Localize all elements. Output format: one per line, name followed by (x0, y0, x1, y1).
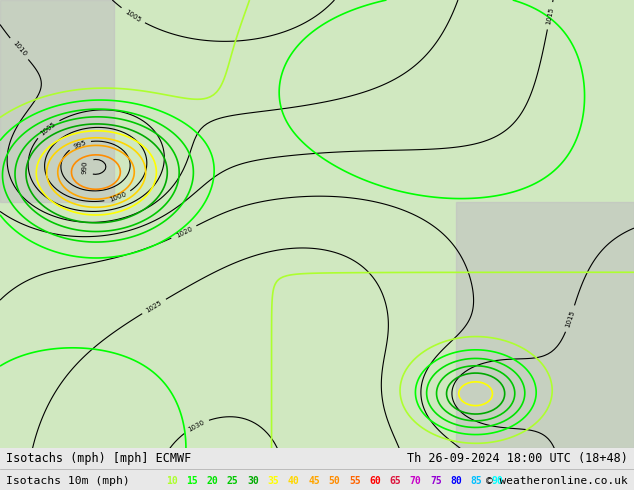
Text: 20: 20 (207, 476, 218, 486)
Text: 40: 40 (288, 476, 300, 486)
Text: 995: 995 (72, 139, 87, 149)
Text: 65: 65 (389, 476, 401, 486)
Polygon shape (0, 0, 114, 202)
Text: 45: 45 (308, 476, 320, 486)
Text: 1015: 1015 (545, 6, 555, 25)
Text: 80: 80 (451, 476, 462, 486)
Text: 55: 55 (349, 476, 361, 486)
Text: 85: 85 (471, 476, 482, 486)
Text: Isotachs 10m (mph): Isotachs 10m (mph) (6, 476, 130, 486)
Text: 15: 15 (186, 476, 198, 486)
Polygon shape (456, 202, 634, 448)
Text: 60: 60 (369, 476, 381, 486)
Text: Isotachs (mph) [mph] ECMWF: Isotachs (mph) [mph] ECMWF (6, 452, 191, 466)
Text: Th 26-09-2024 18:00 UTC (18+48): Th 26-09-2024 18:00 UTC (18+48) (407, 452, 628, 466)
Text: 50: 50 (328, 476, 340, 486)
Text: 1025: 1025 (145, 299, 163, 314)
Text: 70: 70 (410, 476, 422, 486)
Text: 1015: 1015 (565, 309, 576, 328)
Text: 90: 90 (491, 476, 503, 486)
Text: 30: 30 (247, 476, 259, 486)
Text: 1020: 1020 (174, 225, 193, 239)
Text: © weatheronline.co.uk: © weatheronline.co.uk (486, 476, 628, 486)
Text: 75: 75 (430, 476, 442, 486)
Text: 1005: 1005 (124, 8, 142, 23)
Text: 35: 35 (268, 476, 280, 486)
Text: 990: 990 (82, 160, 88, 173)
Text: 25: 25 (227, 476, 238, 486)
Text: 1010: 1010 (11, 40, 27, 58)
Text: 1005: 1005 (39, 121, 56, 136)
Text: 1000: 1000 (108, 191, 127, 203)
Text: 10: 10 (166, 476, 178, 486)
Text: 1030: 1030 (187, 419, 205, 433)
